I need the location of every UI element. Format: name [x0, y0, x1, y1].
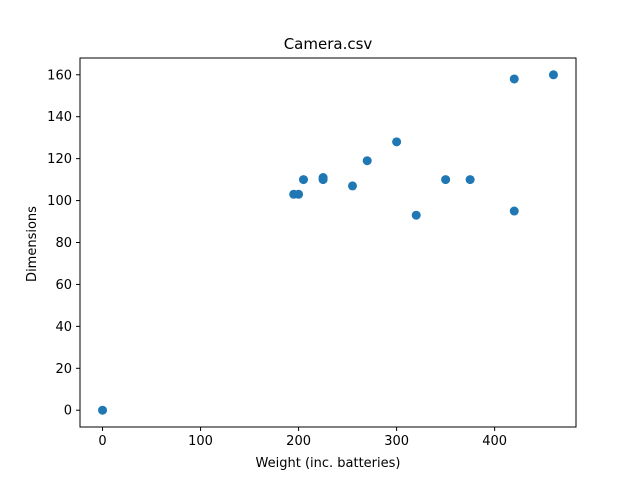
- y-tick-label: 60: [55, 278, 72, 293]
- data-points: [98, 70, 558, 415]
- x-tick-label: 300: [384, 434, 409, 449]
- y-tick-label: 20: [55, 362, 72, 377]
- y-tick-label: 0: [64, 404, 72, 419]
- x-tick-label: 400: [482, 434, 507, 449]
- chart-title: Camera.csv: [284, 35, 373, 53]
- y-axis-label: Dimensions: [25, 206, 40, 282]
- scatter-point: [548, 70, 558, 80]
- scatter-point: [411, 210, 421, 220]
- x-tick-label: 200: [286, 434, 311, 449]
- x-axis-label: Weight (inc. batteries): [256, 456, 401, 471]
- scatter-point: [298, 175, 308, 185]
- scatter-point: [294, 189, 304, 199]
- scatter-point: [392, 137, 402, 147]
- y-tick-label: 140: [47, 110, 72, 125]
- scatter-point: [98, 405, 108, 415]
- y-tick-label: 160: [47, 68, 72, 83]
- y-axis: 0 20 40 60 80 100 120 140 160: [47, 68, 80, 419]
- x-tick-label: 100: [188, 434, 213, 449]
- x-tick-label: 0: [98, 434, 106, 449]
- scatter-point: [509, 206, 519, 216]
- scatter-point: [318, 175, 328, 185]
- y-tick-label: 40: [55, 320, 72, 335]
- scatter-point: [465, 175, 475, 185]
- y-tick-label: 100: [47, 194, 72, 209]
- scatter-point: [441, 175, 451, 185]
- y-tick-label: 120: [47, 152, 72, 167]
- scatter-point: [509, 74, 519, 84]
- scatter-point: [348, 181, 358, 191]
- scatter-point: [362, 156, 372, 166]
- y-tick-label: 80: [55, 236, 72, 251]
- x-axis: 0 100 200 300 400: [98, 427, 507, 449]
- axes-frame: [79, 57, 577, 428]
